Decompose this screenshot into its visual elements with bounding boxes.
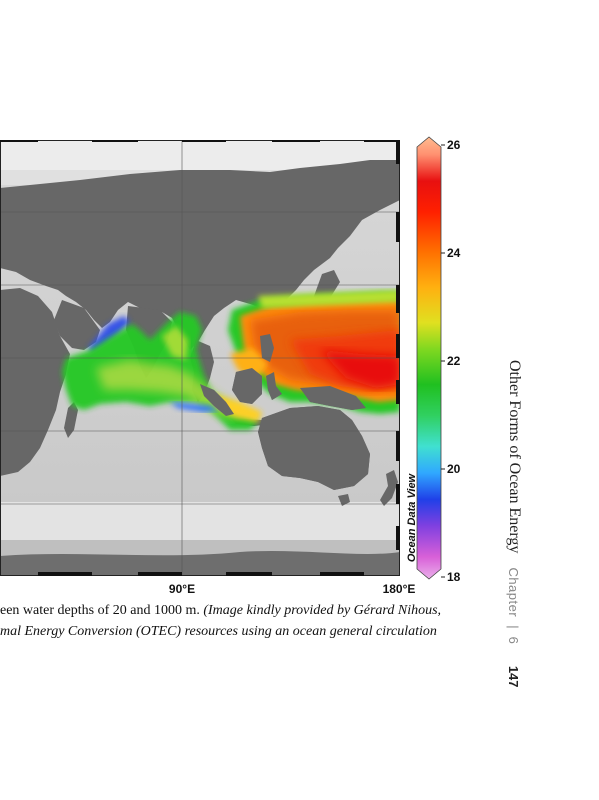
caption-text: een water depths of 20 and 1000 m. bbox=[0, 603, 204, 618]
colorbar-label-18: 18 bbox=[447, 570, 461, 584]
figure-caption-line-2: mal Energy Conversion (OTEC) resources u… bbox=[0, 624, 437, 640]
lon-label-180e: 180°E bbox=[382, 582, 416, 596]
caption-credit-continued: mal Energy Conversion (OTEC) resources u… bbox=[0, 624, 437, 639]
separator: | bbox=[506, 625, 522, 629]
colorbar-label-22: 22 bbox=[447, 354, 461, 368]
running-head: Other Forms of Ocean Energy Chapter | 6 … bbox=[500, 360, 528, 700]
chapter-number: 6 bbox=[506, 636, 522, 644]
lon-label-90e: 90°E bbox=[168, 582, 196, 596]
figure-caption-line-1: een water depths of 20 and 1000 m. (Imag… bbox=[0, 603, 441, 619]
colorbar-label-24: 24 bbox=[447, 246, 461, 260]
book-section-title: Other Forms of Ocean Energy bbox=[506, 360, 523, 554]
ocean-temperature-map bbox=[0, 140, 400, 576]
colorbar-label-20: 20 bbox=[447, 462, 461, 476]
colorbar-label-26: 26 bbox=[447, 138, 461, 152]
caption-credit: (Image kindly provided by Gérard Nihous, bbox=[203, 603, 442, 618]
temperature-colorbar: 26 24 22 20 18 bbox=[415, 133, 463, 584]
chapter-label: Chapter bbox=[506, 567, 522, 618]
graticule bbox=[0, 140, 400, 576]
colorbar-gradient bbox=[416, 136, 445, 580]
top-frame-ticks bbox=[0, 140, 400, 142]
right-frame-ticks bbox=[396, 140, 400, 550]
bottom-frame-ticks bbox=[38, 572, 364, 576]
page-number: 147 bbox=[506, 665, 522, 688]
